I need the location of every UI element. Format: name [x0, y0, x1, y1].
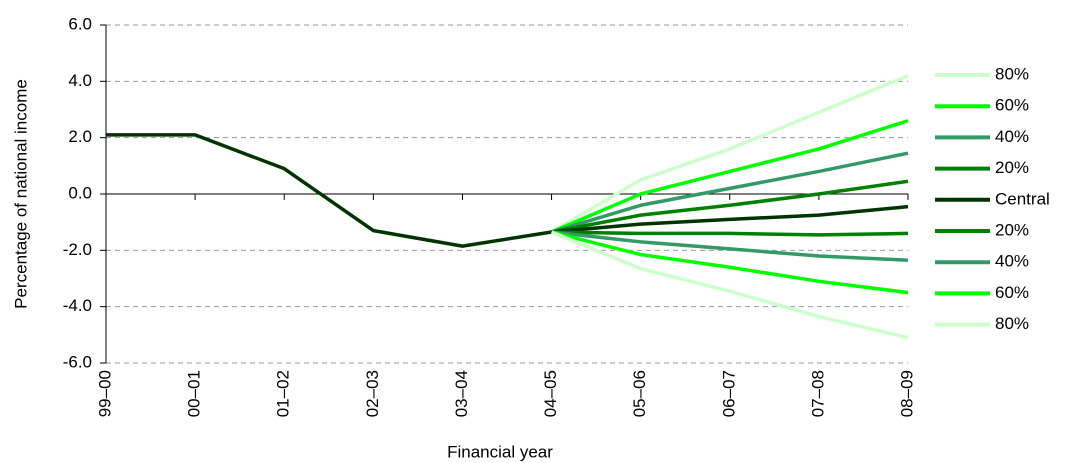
x-tick-label: 07–08 [808, 370, 827, 417]
x-tick-label: 05–06 [630, 370, 649, 417]
y-tick-label: -4.0 [63, 296, 92, 315]
y-tick-label: 2.0 [68, 127, 92, 146]
series-line [551, 151, 909, 234]
y-axis-title: Percentage of national income [11, 79, 30, 309]
x-tick-label: 08–09 [897, 370, 916, 417]
y-tick-label: 4.0 [68, 71, 92, 90]
legend-label: 20% [995, 220, 1029, 239]
y-tick-label: 6.0 [68, 14, 92, 33]
legend-label: 80% [995, 314, 1029, 333]
y-tick-label: -6.0 [63, 352, 92, 371]
x-tick-label: 99–00 [95, 370, 114, 417]
x-tick-label: 02–03 [363, 370, 382, 417]
legend-label: 20% [995, 158, 1029, 177]
x-tick-label: 04–05 [541, 370, 560, 417]
series-line [551, 230, 909, 262]
legend-label: 80% [995, 64, 1029, 83]
series-line [550, 230, 909, 340]
legend-label: Central [995, 189, 1050, 208]
series-line [551, 179, 909, 234]
y-tick-label: 0.0 [68, 183, 92, 202]
x-tick-label: 01–02 [274, 370, 293, 417]
series-line [551, 230, 909, 237]
series-line [551, 230, 909, 295]
x-tick-label: 00–01 [185, 370, 204, 417]
series-line [550, 119, 909, 234]
legend-label: 40% [995, 127, 1029, 146]
series-line [106, 133, 909, 248]
x-axis-title: Financial year [447, 442, 553, 461]
series-line [550, 74, 909, 234]
legend-label: 60% [995, 96, 1029, 115]
legend-label: 60% [995, 283, 1029, 302]
x-tick-label: 03–04 [452, 370, 471, 417]
legend-label: 40% [995, 252, 1029, 271]
x-tick-label: 06–07 [719, 370, 738, 417]
y-tick-label: -2.0 [63, 240, 92, 259]
